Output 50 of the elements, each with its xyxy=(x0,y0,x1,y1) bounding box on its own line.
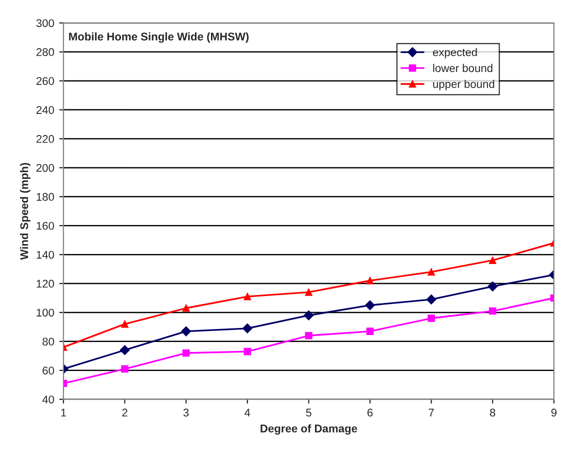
y-tick-label: 140 xyxy=(36,250,54,259)
point xyxy=(305,332,312,340)
x-tick-label: 1 xyxy=(61,408,66,416)
y-tick-label: 240 xyxy=(36,106,54,114)
point xyxy=(242,323,252,334)
point xyxy=(121,365,128,373)
y-tick-label: 260 xyxy=(36,77,54,85)
point xyxy=(244,348,252,356)
point xyxy=(182,304,190,312)
y-axis-title: Wind Speed (mph) xyxy=(20,162,30,260)
y-tick-label: 60 xyxy=(42,366,54,375)
x-tick-label: 2 xyxy=(122,408,128,416)
y-tick-label: 220 xyxy=(36,135,54,143)
x-tick-label: 9 xyxy=(551,408,556,417)
point xyxy=(305,288,312,296)
x-tick-label: 7 xyxy=(428,408,434,416)
point xyxy=(181,326,192,336)
y-tick-label: 100 xyxy=(36,308,54,317)
legend-label: lower bound xyxy=(433,64,492,72)
y-tick-label: 40 xyxy=(42,396,54,404)
point xyxy=(365,300,375,310)
y-tick-label: 120 xyxy=(36,280,54,288)
text: Mobile Home Single Wide (MHSW) xyxy=(69,32,249,43)
point xyxy=(488,256,496,264)
point xyxy=(120,345,130,356)
y-tick-label: 300 xyxy=(36,19,54,28)
x-tick-label: 3 xyxy=(183,408,189,417)
point xyxy=(304,310,314,320)
y-tick-label: 280 xyxy=(36,48,54,56)
x-tick-label: 4 xyxy=(244,408,250,416)
y-tick-label: 160 xyxy=(36,222,54,230)
point xyxy=(366,276,374,284)
point xyxy=(244,292,252,300)
point xyxy=(366,328,374,335)
point xyxy=(428,268,435,276)
legend-label: expected xyxy=(432,48,477,58)
point xyxy=(488,281,498,292)
x-tick-label: 5 xyxy=(306,408,312,417)
x-axis-title: Degree of Damage xyxy=(260,424,358,435)
point xyxy=(121,320,128,328)
point xyxy=(182,349,190,357)
point xyxy=(488,307,496,315)
y-tick-label: 200 xyxy=(36,164,54,172)
x-tick-label: 8 xyxy=(490,408,496,417)
y-tick-label: 180 xyxy=(36,192,54,201)
y-tick-label: 80 xyxy=(42,338,54,346)
point xyxy=(426,294,436,304)
legend-label: upper bound xyxy=(433,80,494,90)
point xyxy=(428,314,435,322)
x-tick-label: 6 xyxy=(367,408,373,417)
